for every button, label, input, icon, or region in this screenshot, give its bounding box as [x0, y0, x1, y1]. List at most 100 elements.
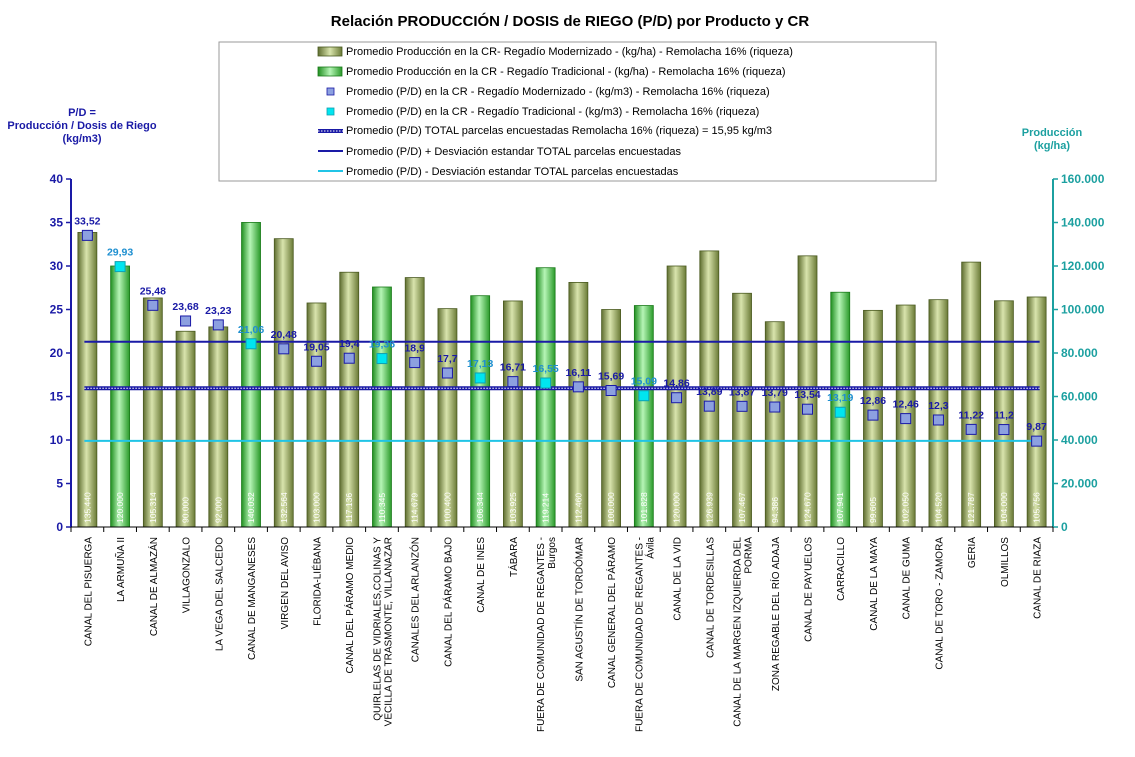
bar-tradicional — [535, 267, 556, 528]
legend-entry-line-minus-sd: Promedio (P/D) - Desviación estandar TOT… — [346, 166, 679, 178]
x-category-label: Ávila — [643, 537, 656, 559]
point-pd-label: 17,7 — [437, 353, 458, 365]
legend-swatch-bar-tradicional — [317, 66, 343, 77]
x-category-label: CARRACILLO — [836, 537, 847, 601]
x-category-label: CANAL DE LA VID — [673, 537, 684, 621]
point-pd-modernizado — [900, 413, 912, 425]
point-pd-label: 13,54 — [794, 389, 820, 401]
point-pd-modernizado — [507, 376, 519, 388]
y-tick-right-label: 140.000 — [1061, 216, 1105, 230]
bar-value-label: 121.787 — [966, 492, 976, 523]
point-pd-label: 16,55 — [532, 363, 558, 375]
point-pd-modernizado — [932, 414, 944, 426]
legend-swatch-marker-tradicional — [326, 107, 335, 116]
point-pd-modernizado — [147, 299, 159, 311]
point-pd-label: 12,46 — [893, 399, 919, 411]
point-pd-tradicional — [540, 377, 552, 389]
legend-entry-bar-tradicional: Promedio Producción en la CR - Regadío T… — [346, 66, 786, 78]
bar-modernizado — [208, 326, 229, 528]
bar-value-label: 120.000 — [115, 492, 125, 523]
point-pd-modernizado — [1031, 435, 1043, 447]
bar-modernizado — [77, 232, 98, 528]
x-category-label: CANAL DE LA MARGEN IZQUIERDA DEL — [733, 537, 744, 727]
bar-value-label: 117.136 — [344, 493, 354, 523]
point-pd-label: 15,09 — [631, 376, 657, 388]
point-pd-label: 14,86 — [663, 378, 689, 390]
point-pd-modernizado — [769, 401, 781, 413]
bar-value-label: 103.925 — [508, 492, 518, 523]
point-pd-label: 16,71 — [500, 362, 526, 374]
x-category-label: CANAL DE LA MAYA — [869, 537, 880, 631]
bar-value-label: 107.941 — [835, 492, 845, 523]
x-category-label: FUERA DE COMUNIDAD DE REGANTES - — [536, 537, 547, 732]
x-category-label: QUIRLELAS DE VIDRIALES,COLINAS Y — [372, 537, 383, 721]
y-tick-left-label: 25 — [50, 303, 64, 317]
point-pd-label: 9,87 — [1026, 421, 1047, 433]
y-axis-right-label-line-1: Producción — [1022, 127, 1083, 139]
bar-value-label: 124.670 — [803, 492, 813, 523]
bar-tradicional — [110, 265, 130, 528]
x-category-label: CANAL DE MANGANESES — [247, 537, 258, 660]
x-category-label: Burgos — [547, 537, 558, 569]
bar-value-label: 107.467 — [737, 492, 747, 523]
x-category-label: CANAL DE ALMAZÁN — [147, 537, 160, 636]
point-pd-tradicional — [114, 261, 126, 273]
y-axis-left-label-line-2: Producción / Dosis de Riego — [7, 120, 156, 132]
legend-entry-bar-modernizado: Promedio Producción en la CR- Regadío Mo… — [346, 46, 793, 58]
point-pd-modernizado — [441, 367, 453, 379]
y-tick-right-label: 0 — [1061, 520, 1068, 534]
x-category-label: PORMA — [744, 537, 755, 574]
bar-value-label: 126.939 — [704, 492, 714, 523]
bar-value-label: 104.520 — [933, 492, 943, 523]
point-pd-modernizado — [278, 343, 290, 355]
bar-value-label: 104.000 — [999, 492, 1009, 523]
x-category-label: CANAL DEL PISUERGA — [83, 537, 94, 647]
bar-value-label: 99.605 — [868, 497, 878, 523]
x-category-label: TÁBARA — [507, 537, 520, 577]
bar-modernizado — [764, 321, 785, 528]
bar-value-label: 100.400 — [442, 492, 452, 523]
point-pd-tradicional — [638, 390, 650, 402]
y-tick-left-label: 20 — [50, 346, 64, 360]
chart-title: Relación PRODUCCIÓN / DOSIS de RIEGO (P/… — [331, 12, 810, 30]
point-pd-label: 12,3 — [928, 400, 949, 412]
point-pd-modernizado — [572, 381, 584, 393]
x-category-label: SAN AGUSTÍN DE TORDÓMAR — [572, 537, 585, 682]
x-category-label: CANAL DEL PÁRAMO BAJO — [441, 537, 454, 667]
x-category-label: CANAL DE GUMA — [902, 537, 913, 620]
bar-value-label: 120.000 — [672, 492, 682, 523]
x-category-label: FLORIDA-LIÉBANA — [311, 537, 324, 626]
point-pd-modernizado — [802, 403, 813, 415]
y-tick-left-label: 40 — [50, 172, 64, 186]
bar-value-label: 119.214 — [541, 493, 551, 523]
point-pd-label: 13,79 — [762, 387, 788, 399]
x-category-label: CANAL DEL PÁRAMO MEDIO — [343, 537, 356, 674]
y-axis-left-label-line-1: P/D = — [68, 107, 96, 119]
bar-value-label: 106.344 — [475, 492, 485, 523]
legend-entry-line-plus-sd: Promedio (P/D) + Desviación estandar TOT… — [346, 146, 681, 158]
bar-value-label: 112.460 — [573, 493, 583, 523]
point-pd-modernizado — [736, 400, 748, 412]
point-pd-tradicional — [474, 372, 486, 384]
x-category-label: VIRGEN DEL AVISO — [280, 537, 291, 629]
bar-modernizado — [273, 238, 294, 528]
point-pd-label: 29,93 — [107, 247, 133, 259]
y-tick-left-label: 5 — [56, 477, 63, 491]
point-pd-label: 25,48 — [140, 285, 166, 297]
point-pd-label: 13,19 — [827, 392, 853, 404]
point-pd-label: 19,36 — [369, 339, 395, 351]
point-pd-modernizado — [343, 352, 355, 364]
point-pd-label: 11,2 — [994, 410, 1014, 422]
bar-modernizado — [568, 281, 589, 528]
point-pd-label: 21,06 — [238, 324, 264, 336]
y-tick-left-label: 15 — [50, 390, 64, 404]
bar-value-label: 105.314 — [148, 492, 158, 523]
legend-entry-line-mean: Promedio (P/D) TOTAL parcelas encuestada… — [346, 125, 772, 137]
point-pd-modernizado — [965, 423, 977, 435]
y-tick-left-label: 30 — [50, 259, 64, 273]
y-axis-left-label-line-3: (kg/m3) — [62, 133, 101, 145]
point-pd-label: 15,69 — [598, 370, 624, 382]
x-category-label: ZONA REGABLE DEL RÍO ADAJA — [769, 537, 782, 691]
y-tick-right-label: 60.000 — [1061, 390, 1098, 404]
